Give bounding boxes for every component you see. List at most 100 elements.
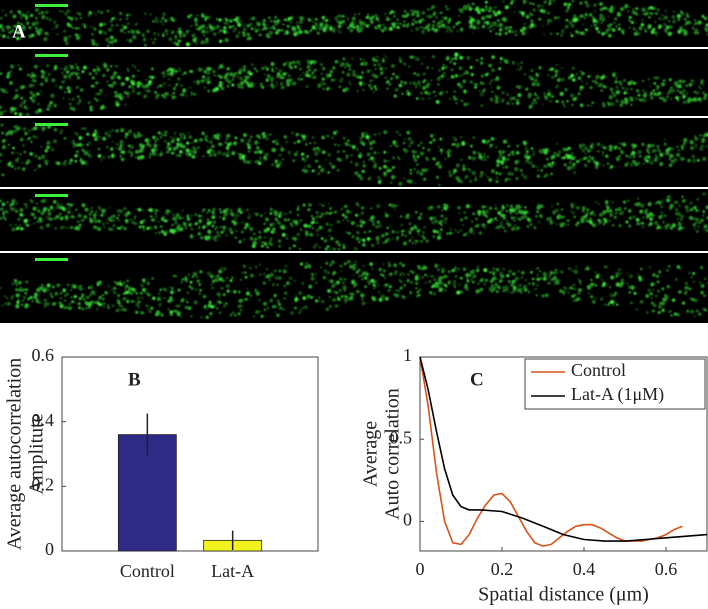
speckle (459, 136, 463, 139)
speckle (350, 220, 355, 226)
speckle (466, 56, 471, 60)
speckle (448, 231, 453, 235)
speckle (179, 150, 183, 154)
speckle (311, 169, 315, 173)
speckle (316, 31, 320, 35)
speckle (491, 55, 495, 59)
speckle (631, 150, 636, 155)
speckle (240, 69, 243, 72)
speckle (63, 36, 68, 41)
speckle (696, 218, 699, 221)
speckle (141, 209, 143, 212)
speckle (83, 215, 88, 219)
speckle (265, 67, 269, 71)
speckle (234, 236, 237, 239)
speckle (201, 24, 206, 29)
speckle (386, 226, 389, 229)
speckle (375, 225, 379, 229)
speckle (144, 86, 147, 89)
speckle (447, 170, 452, 174)
speckle (481, 16, 486, 21)
speckle (8, 130, 12, 133)
speckle (365, 135, 370, 140)
speckle (254, 160, 257, 163)
speckle (77, 69, 80, 71)
speckle (393, 208, 396, 211)
speckle (283, 218, 287, 222)
speckle (103, 226, 106, 229)
speckle (524, 146, 528, 150)
speckle (384, 211, 387, 214)
speckle (620, 83, 622, 86)
speckle (636, 203, 640, 207)
speckle (352, 70, 356, 73)
speckle (552, 211, 556, 215)
speckle (140, 311, 144, 315)
speckle (388, 203, 392, 207)
speckle (212, 279, 216, 283)
speckle (180, 141, 183, 145)
speckle (88, 72, 92, 76)
speckle (62, 97, 65, 100)
speckle (203, 69, 208, 74)
speckle (97, 147, 101, 151)
speckle (174, 69, 178, 73)
speckle (96, 99, 99, 102)
speckle (705, 229, 708, 233)
speckle (585, 28, 588, 32)
speckle (212, 220, 216, 224)
speckle (407, 273, 410, 276)
speckle (676, 217, 679, 220)
speckle (256, 22, 261, 27)
speckle (374, 74, 379, 79)
speckle (279, 306, 283, 310)
speckle (243, 29, 246, 32)
speckle (338, 14, 341, 18)
speckle (67, 210, 71, 214)
speckle (270, 62, 275, 67)
speckle (343, 278, 347, 281)
speckle (81, 70, 85, 73)
speckle (21, 167, 26, 171)
speckle (613, 21, 616, 25)
speckle (477, 212, 482, 216)
speckle (354, 162, 359, 167)
speckle (244, 160, 248, 164)
speckle (374, 87, 378, 91)
speckle (593, 3, 597, 7)
speckle (511, 208, 516, 213)
speckle (661, 214, 663, 217)
speckle (127, 149, 131, 154)
speckle (77, 102, 80, 105)
speckle (136, 92, 138, 95)
speckle (155, 148, 158, 151)
speckle (472, 156, 476, 161)
speckle (488, 9, 491, 13)
speckle (594, 271, 597, 274)
speckle (190, 315, 193, 318)
speckle (237, 304, 242, 309)
speckle (601, 16, 606, 21)
speckle (615, 85, 619, 89)
speckle (492, 267, 496, 271)
speckle (302, 203, 306, 207)
speckle (251, 63, 254, 66)
speckle (385, 238, 387, 241)
speckle (497, 285, 501, 290)
speckle (73, 294, 77, 299)
speckle (342, 136, 346, 140)
speckle (464, 232, 468, 236)
speckle (35, 296, 38, 300)
speckle (170, 70, 175, 75)
speckle (144, 90, 147, 92)
speckle (329, 234, 332, 237)
speckle (444, 217, 448, 221)
speckle (49, 292, 53, 296)
speckle (18, 67, 22, 71)
speckle (421, 168, 424, 171)
speckle (71, 283, 76, 289)
speckle (414, 239, 417, 242)
speckle (599, 13, 604, 18)
speckle (143, 94, 148, 99)
speckle (116, 226, 120, 230)
